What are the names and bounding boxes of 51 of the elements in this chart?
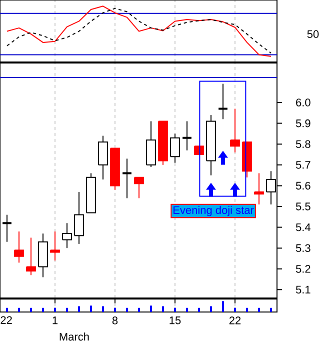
x-axis-title: March [60,332,89,341]
bar [102,306,104,312]
y-tick-label: 5.7 [296,161,310,169]
candlestick [74,191,84,244]
bar [234,308,236,312]
candlestick [14,230,24,264]
candlestick [182,120,192,151]
bar [78,306,80,312]
y-tick-label: 5.3 [296,244,310,252]
candlestick [2,214,12,242]
bar [222,301,224,312]
bar [198,308,200,312]
bar [150,306,152,312]
bar [186,308,188,312]
candlestick [98,135,108,180]
bar [210,306,212,312]
text: 50 [307,30,319,38]
candlestick [50,230,60,262]
candlestick [230,108,240,153]
annotation: Evening doji star [174,206,254,216]
bar [138,308,140,312]
candlestick [218,83,228,120]
bar [66,308,68,312]
bar [90,306,92,312]
y-tick-label: 5.8 [296,140,310,148]
y-tick-label: 5.1 [296,286,310,294]
candlestick [170,133,180,164]
bar [6,308,8,312]
candlestick [62,222,72,249]
bar [258,308,260,312]
bar [54,308,56,312]
y-tick-label: 6.0 [296,98,310,106]
bar [42,308,44,312]
candlestick [254,172,264,205]
x-tick-label: 15 [170,316,181,324]
bar [270,308,272,312]
y-tick-label: 5.9 [296,119,310,128]
bar [174,308,176,312]
x-tick-label: 22 [229,316,241,324]
candlestick [26,237,36,276]
candlestick [134,176,144,199]
bar [18,308,20,312]
x-tick-label: 8 [112,316,118,324]
y-tick-label: 5.5 [296,202,310,210]
y-tick-label: 5.4 [296,223,310,232]
bar [114,308,116,312]
candlestick [122,158,132,199]
y-tick-label: 5.2 [296,265,310,273]
x-tick-label: 1 [52,316,58,324]
y-tick-label: 5.6 [296,182,310,190]
bar [162,306,164,312]
